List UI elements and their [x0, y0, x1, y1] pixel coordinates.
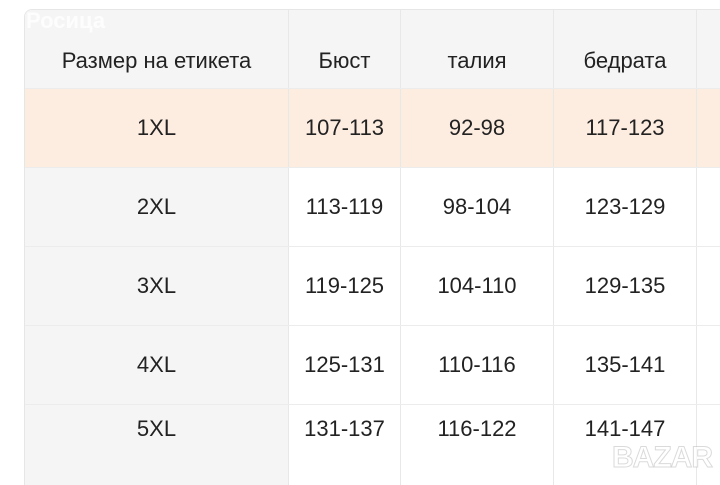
table-header-row: Размер на етикета Бюст талия бедрата [25, 10, 720, 89]
header-waist: талия [401, 10, 554, 88]
header-extra [697, 10, 720, 88]
table-cell: 98-104 [401, 168, 554, 246]
table-row: 3XL 119-125 104-110 129-135 [25, 247, 720, 326]
header-bust: Бюст [289, 10, 401, 88]
table-cell [697, 247, 720, 325]
watermark-top: Росица [26, 8, 106, 33]
table-body: 1XL 107-113 92-98 117-123 2XL 113-119 98-104 12… [25, 89, 720, 485]
table-cell: 117-123 [554, 89, 697, 167]
table-cell: 5XL [25, 405, 289, 485]
table-cell: 135-141 [554, 326, 697, 404]
size-chart-table: Размер на етикета Бюст талия бедрата 1XL… [24, 9, 720, 485]
table-cell: 110-116 [401, 326, 554, 404]
table-cell: 113-119 [289, 168, 401, 246]
header-size-label: Размер на етикета [25, 10, 289, 88]
table-cell [697, 326, 720, 404]
table-cell: 2XL [25, 168, 289, 246]
table-cell: 125-131 [289, 326, 401, 404]
table-row: 2XL 113-119 98-104 123-129 [25, 168, 720, 247]
table-cell: 104-110 [401, 247, 554, 325]
table-cell: 1XL [25, 89, 289, 167]
table-cell: 4XL [25, 326, 289, 404]
table-cell: 119-125 [289, 247, 401, 325]
bazar-logo-watermark: BAZAR [612, 441, 714, 474]
header-hips: бедрата [554, 10, 697, 88]
table-cell [697, 89, 720, 167]
table-row: 5XL 131-137 116-122 141-147 [25, 405, 720, 485]
table-cell: 116-122 [401, 405, 554, 485]
table-row: 4XL 125-131 110-116 135-141 [25, 326, 720, 405]
table-row: 1XL 107-113 92-98 117-123 [25, 89, 720, 168]
table-cell [697, 168, 720, 246]
table-cell: 107-113 [289, 89, 401, 167]
table-cell: 131-137 [289, 405, 401, 485]
table-cell: 92-98 [401, 89, 554, 167]
table-cell: 3XL [25, 247, 289, 325]
table-cell: 123-129 [554, 168, 697, 246]
table-cell: 129-135 [554, 247, 697, 325]
table-cell: 141-147 [554, 405, 697, 485]
